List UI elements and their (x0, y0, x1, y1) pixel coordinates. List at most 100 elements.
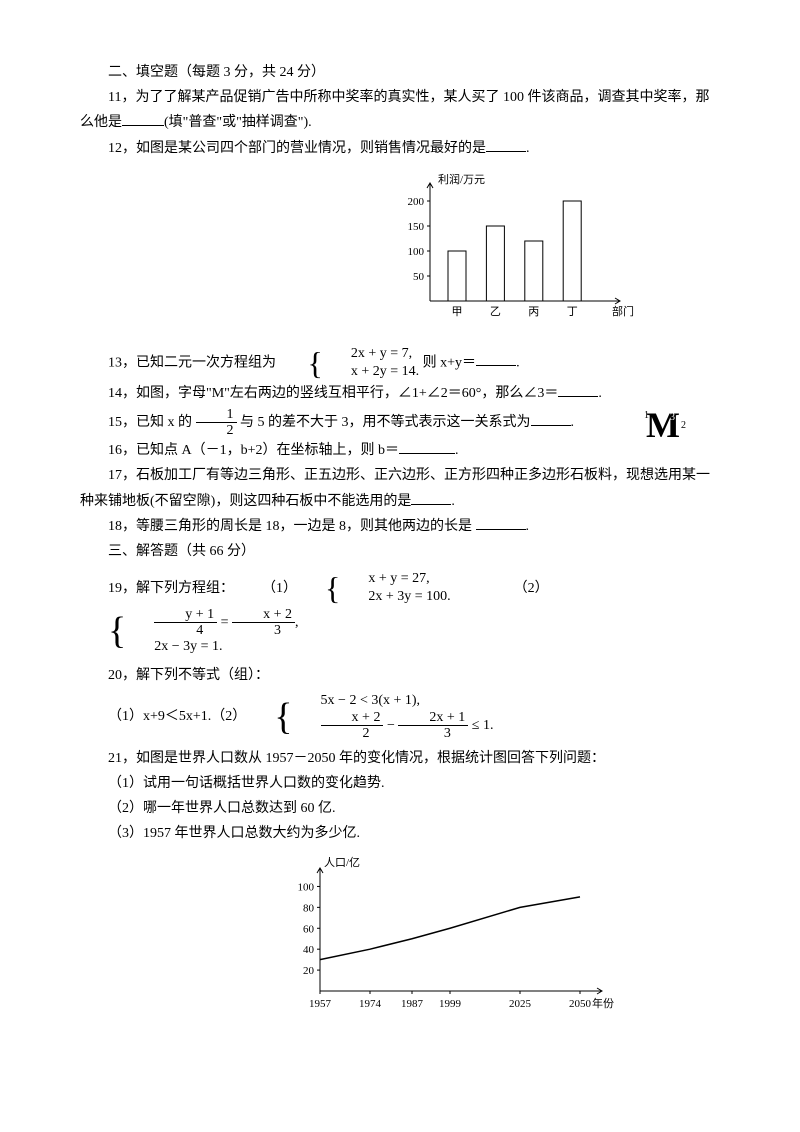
svg-text:丙: 丙 (528, 306, 539, 318)
svg-text:2050: 2050 (569, 998, 592, 1010)
q12-text-a: 12，如图是某公司四个部门的营业情况，则销售情况最好的是 (108, 141, 486, 156)
q15-blank (531, 411, 571, 426)
q15-frac: 1 2 (196, 407, 237, 439)
q16-blank (399, 439, 455, 454)
q18-blank (476, 515, 526, 530)
q19-p1-label: （1） (234, 576, 297, 601)
q13-text-b: 则 x+y＝ (423, 355, 476, 370)
q20-r2-minus: − (387, 718, 395, 733)
q19-p2-r1-rd: 3 (232, 623, 295, 638)
q20-label: 20，解下列不等式（组）： (80, 663, 720, 688)
q20-r2: x + 22 − 2x + 13 ≤ 1. (293, 710, 494, 742)
q13-text-a: 13，已知二元一次方程组为 (108, 355, 276, 370)
q20-r1: 5x − 2 < 3(x + 1), (293, 692, 494, 710)
q20-r2-ld: 2 (321, 726, 384, 741)
q13-blank (476, 351, 516, 366)
svg-text:乙: 乙 (490, 305, 501, 318)
svg-text:60: 60 (303, 924, 315, 936)
q14-blank (558, 382, 598, 397)
q19-p1-eq1: x + y = 27, (340, 570, 450, 588)
q19-p2-system: { y + 14 = x + 23, 2x − 3y = 1. (80, 607, 298, 657)
q19-p2-r1-ld: 4 (154, 623, 217, 638)
section-a-heading: 二、填空题（每题 3 分，共 24 分） (80, 60, 720, 85)
q19-p2-label: （2） (486, 576, 549, 601)
q13-eq1: 2x + y = 7, (323, 345, 419, 363)
q11: 11，为了了解某产品促销广告中所称中奖率的真实性，某人买了 100 件该商品，调… (80, 85, 720, 135)
q19-p1-system: { x + y = 27, 2x + 3y = 100. (297, 570, 451, 606)
q17-blank (411, 490, 451, 505)
q11-text-b: (填"普查"或"抽样调查"). (164, 115, 312, 130)
q19-p2-r1-ln: y + 1 (154, 607, 217, 623)
q18: 18，等腰三角形的周长是 18，一边是 8，则其他两边的长是 . (80, 514, 720, 539)
m-label-3: 3 (670, 413, 675, 423)
q19-p2-r1-eq: = (221, 615, 229, 630)
q15-text-a: 15，已知 x 的 (108, 415, 192, 430)
q18-text-a: 18，等腰三角形的周长是 18，一边是 8，则其他两边的长是 (108, 519, 476, 534)
q20-p1: （1）x+9＜5x+1.（2） (80, 704, 246, 729)
q20-body: （1）x+9＜5x+1.（2） { 5x − 2 < 3(x + 1), x +… (80, 692, 720, 742)
q13-system: { 2x + y = 7, x + 2y = 14. (280, 345, 420, 381)
svg-text:利润/万元: 利润/万元 (438, 172, 485, 186)
q16: 16，已知点 A（－1，b+2）在坐标轴上，则 b＝. (80, 438, 720, 463)
q20-system: { 5x − 2 < 3(x + 1), x + 22 − 2x + 13 ≤ … (246, 692, 493, 742)
svg-text:甲: 甲 (452, 306, 463, 318)
svg-text:80: 80 (303, 903, 315, 915)
svg-text:100: 100 (408, 246, 425, 258)
q21-s1: （1）试用一句话概括世界人口数的变化趋势. (80, 771, 720, 796)
q21-s2: （2）哪一年世界人口总数达到 60 亿. (80, 796, 720, 821)
q11-blank (122, 111, 164, 126)
svg-text:年份: 年份 (592, 996, 614, 1010)
q20-r2-tail: ≤ 1. (472, 718, 494, 733)
q17-text-b: . (451, 494, 455, 509)
svg-text:1987: 1987 (401, 998, 424, 1010)
q13-eq2: x + 2y = 14. (323, 363, 419, 381)
q15-text-c: . (571, 415, 575, 430)
q12-blank (486, 137, 526, 152)
svg-text:部门: 部门 (612, 304, 634, 318)
q19-p2-r1-tail: , (295, 615, 299, 630)
svg-text:100: 100 (298, 882, 315, 894)
q16-text-b: . (455, 443, 459, 458)
q19-label: 19，解下列方程组： (80, 576, 234, 601)
svg-text:丁: 丁 (567, 306, 578, 318)
q17: 17，石板加工厂有等边三角形、正五边形、正六边形、正方形四种正多边形石板料，现想… (80, 463, 720, 513)
m-figure: M 1 2 3 (646, 407, 680, 443)
q18-text-b: . (526, 519, 530, 534)
q20-r2-rn: 2x + 1 (398, 710, 468, 726)
q20-r2-rd: 3 (398, 726, 468, 741)
svg-text:1999: 1999 (439, 998, 462, 1010)
q15-frac-den: 2 (196, 423, 237, 438)
q19-p1-eq2: 2x + 3y = 100. (340, 588, 450, 606)
svg-text:40: 40 (303, 945, 315, 957)
q12-text-b: . (526, 141, 530, 156)
q19: 19，解下列方程组： （1） { x + y = 27, 2x + 3y = 1… (80, 570, 720, 656)
m-label-1: 1 (644, 411, 649, 421)
q20-r2-ln: x + 2 (321, 710, 384, 726)
q19-p2-row1: y + 14 = x + 23, (126, 607, 298, 639)
svg-text:50: 50 (413, 271, 425, 283)
svg-text:150: 150 (408, 221, 425, 233)
svg-text:2025: 2025 (509, 998, 532, 1010)
bar-chart: 50 100 150 200 甲 乙 丙 丁 利润/万元部门 (380, 171, 720, 340)
line-chart: 20 40 60 80 100 1957 1974 1987 1999 2025 2050 人口/亿年… (280, 851, 720, 1030)
q16-text-a: 16，已知点 A（－1，b+2）在坐标轴上，则 b＝ (108, 443, 399, 458)
section-b-heading: 三、解答题（共 66 分） (80, 539, 720, 564)
svg-text:人口/亿: 人口/亿 (324, 856, 360, 869)
svg-text:200: 200 (408, 196, 425, 208)
q17-text-a: 17，石板加工厂有等边三角形、正五边形、正六边形、正方形四种正多边形石板料，现想… (80, 468, 710, 508)
svg-text:1974: 1974 (359, 998, 382, 1010)
q19-p2-r1-rn: x + 2 (232, 607, 295, 623)
q15-frac-num: 1 (196, 407, 237, 423)
svg-text:1957: 1957 (309, 998, 332, 1010)
q14-text-b: . (598, 386, 602, 401)
q21-s3: （3）1957 年世界人口总数大约为多少亿. (80, 821, 720, 846)
q14-text-a: 14，如图，字母"M"左右两边的竖线互相平行，∠1+∠2＝60°，那么∠3＝ (108, 386, 558, 401)
q13: 13，已知二元一次方程组为 { 2x + y = 7, x + 2y = 14.… (80, 345, 720, 381)
q15-text-b: 与 5 的差不大于 3，用不等式表示这一关系式为 (240, 415, 531, 430)
q19-p2-eq2: 2x − 3y = 1. (126, 638, 298, 656)
m-label-2: 2 (681, 421, 686, 431)
svg-text:20: 20 (303, 966, 315, 978)
q12: 12，如图是某公司四个部门的营业情况，则销售情况最好的是. (80, 136, 720, 161)
m-glyph: M (646, 405, 680, 445)
q21-text: 21，如图是世界人口数从 1957－2050 年的变化情况，根据统计图回答下列问… (80, 746, 720, 771)
